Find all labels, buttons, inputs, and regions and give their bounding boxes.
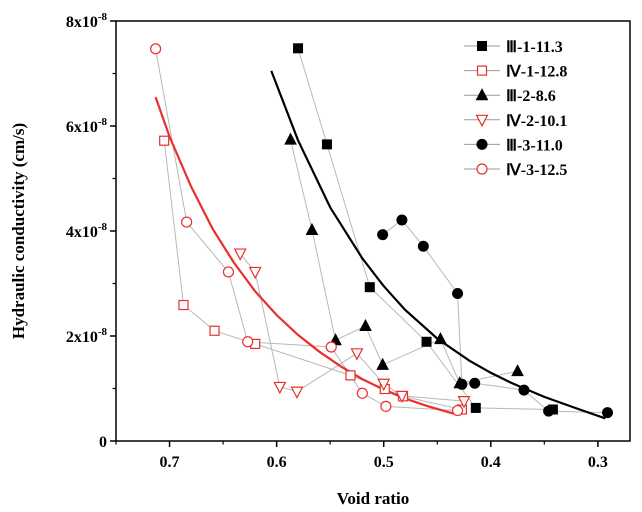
- series-2-point: [178, 299, 189, 311]
- series-5-point: [456, 378, 468, 390]
- legend-label: Ⅲ-2-8.6: [506, 88, 556, 105]
- series-3-point: [434, 332, 447, 345]
- x-axis-title: Void ratio: [337, 489, 410, 508]
- series-4-point: [457, 396, 471, 409]
- series-4-point: [350, 348, 364, 361]
- series-5-point: [518, 384, 530, 396]
- legend: Ⅲ-1-11.3 Ⅳ-1-12.8 Ⅲ-2-8.6 Ⅳ-2-10.1 Ⅲ-3-11.0 Ⅳ…: [464, 39, 567, 179]
- x-tick-label: 0.5: [374, 454, 394, 471]
- series-2-point: [159, 135, 170, 146]
- series-6-point: [325, 341, 337, 353]
- series-1-connector: [297, 48, 553, 410]
- legend-marker: [475, 114, 489, 128]
- legend-label: Ⅳ-1-12.8: [506, 64, 567, 81]
- series-3-point: [511, 364, 524, 377]
- series-6-point: [380, 400, 392, 412]
- series-1-point: [293, 43, 304, 54]
- series-6-point: [356, 387, 368, 399]
- series-4-point: [290, 386, 304, 399]
- data-markers: [150, 43, 614, 419]
- series-6-point: [242, 336, 254, 348]
- series-5-point: [602, 407, 614, 419]
- fit-curve-2: [154, 96, 459, 416]
- series-6-point: [451, 404, 464, 417]
- series-4-point: [395, 390, 409, 404]
- legend-marker: [476, 65, 488, 76]
- series-1-point: [470, 402, 481, 413]
- x-tick-label: 0.3: [588, 454, 608, 471]
- y-tick-label: 2x10-8: [66, 326, 108, 346]
- legend-label: Ⅳ-2-10.1: [506, 113, 567, 130]
- series-3-connector: [290, 139, 518, 384]
- legend-label: Ⅲ-1-11.3: [506, 39, 563, 56]
- series-5-point: [452, 287, 464, 299]
- series-1-point: [321, 139, 332, 150]
- series-5-point: [417, 240, 429, 252]
- y-tick-label: 0: [99, 434, 107, 451]
- series-3-point: [305, 222, 319, 235]
- x-tick-label: 0.6: [267, 454, 287, 471]
- series-3-point: [284, 132, 297, 145]
- plot-frame: [115, 20, 631, 442]
- series-1-point: [421, 336, 432, 347]
- series-2-connector: [163, 140, 463, 410]
- legend-marker: [475, 88, 489, 101]
- series-2-point: [345, 370, 356, 381]
- series-5-point: [543, 405, 555, 417]
- series-5-point: [377, 229, 389, 241]
- y-axis: 0 2x10-8 4x10-8 6x10-8 8x10-8: [66, 11, 116, 451]
- legend-marker: [477, 41, 487, 51]
- series-2-point: [209, 325, 220, 336]
- x-tick-label: 0.7: [160, 454, 180, 471]
- legend-label: Ⅲ-3-11.0: [506, 137, 563, 154]
- y-tick-label: 4x10-8: [66, 221, 108, 241]
- series-1-point: [364, 282, 375, 293]
- series-6-point: [181, 216, 193, 228]
- series-3-point: [359, 318, 372, 332]
- series-4-point: [233, 248, 247, 261]
- series-3-point: [376, 357, 389, 370]
- x-axis: 0.7 0.6 0.5 0.4 0.3: [115, 441, 608, 471]
- series-6-connector: [155, 48, 458, 412]
- y-axis-title: Hydraulic conductivity (cm/s): [9, 123, 28, 339]
- y-tick-label: 8x10-8: [66, 11, 108, 31]
- series-4-point: [377, 378, 391, 392]
- series-4-point: [248, 266, 262, 280]
- y-tick-label: 6x10-8: [66, 116, 108, 136]
- series-6-point: [222, 266, 235, 278]
- series-5-point: [396, 214, 408, 226]
- series-5-point: [469, 377, 481, 389]
- legend-label: Ⅳ-3-12.5: [506, 162, 567, 179]
- series-5-connector: [382, 219, 608, 414]
- series-4-point: [273, 381, 287, 395]
- series-6-point: [150, 43, 162, 55]
- legend-marker: [476, 163, 488, 175]
- x-tick-label: 0.4: [481, 454, 501, 471]
- legend-marker: [476, 138, 488, 150]
